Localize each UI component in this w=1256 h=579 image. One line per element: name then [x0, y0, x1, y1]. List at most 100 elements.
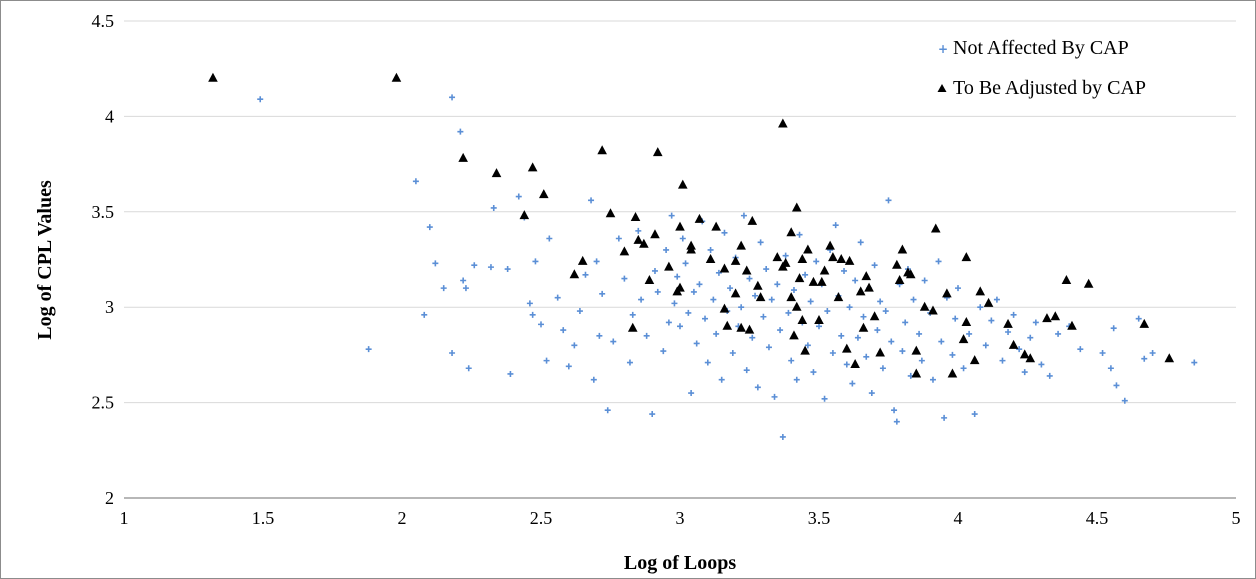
point-not-affected: [1046, 372, 1053, 379]
point-not-affected: [1021, 369, 1028, 376]
point-not-affected: [1121, 397, 1128, 404]
point-not-affected: [949, 351, 956, 358]
point-not-affected: [412, 178, 419, 185]
point-not-affected: [532, 258, 539, 265]
point-not-affected: [704, 359, 711, 366]
point-adjusted: [736, 240, 746, 250]
point-adjusted: [816, 276, 827, 286]
point-not-affected: [765, 344, 772, 351]
point-not-affected: [682, 260, 689, 267]
point-not-affected: [921, 277, 928, 284]
legend: + Not Affected By CAP To Be Adjusted by …: [937, 37, 1146, 99]
point-adjusted: [828, 252, 838, 262]
point-not-affected: [868, 390, 875, 397]
point-not-affected: [816, 323, 822, 330]
point-adjusted: [755, 292, 766, 302]
point-adjusted: [819, 265, 830, 275]
point-not-affected: [596, 332, 603, 339]
point-not-affected: [774, 281, 781, 288]
point-adjusted: [897, 244, 908, 254]
point-not-affected: [849, 380, 856, 387]
point-not-affected: [626, 359, 633, 366]
point-not-affected: [588, 197, 595, 204]
point-not-affected: [938, 338, 945, 345]
point-adjusted: [711, 221, 721, 231]
point-adjusted: [772, 252, 783, 262]
point-adjusted: [627, 322, 638, 332]
point-adjusted: [391, 72, 402, 82]
point-not-affected: [771, 393, 778, 400]
x-tick-label: 4: [954, 508, 963, 528]
point-adjusted: [797, 315, 808, 325]
point-not-affected: [576, 308, 583, 315]
point-not-affected: [899, 348, 906, 355]
point-not-affected: [790, 287, 797, 294]
point-not-affected: [507, 370, 514, 377]
point-not-affected: [710, 296, 717, 303]
point-not-affected: [779, 433, 786, 440]
point-not-affected: [802, 271, 809, 278]
point-adjusted: [855, 286, 866, 296]
legend-label-adjusted: To Be Adjusted by CAP: [953, 77, 1146, 99]
point-not-affected: [529, 311, 536, 318]
point-adjusted: [958, 334, 969, 344]
point-adjusted: [861, 271, 872, 281]
point-not-affected: [515, 193, 522, 200]
point-not-affected: [888, 338, 895, 345]
point-not-affected: [1038, 361, 1045, 368]
point-not-affected: [863, 353, 870, 360]
point-adjusted: [644, 274, 655, 284]
point-not-affected: [854, 334, 861, 341]
point-not-affected: [615, 235, 622, 242]
point-adjusted: [800, 345, 810, 355]
point-not-affected: [1099, 349, 1106, 356]
point-adjusted: [844, 255, 855, 265]
point-not-affected: [977, 304, 984, 311]
y-tick-label: 2.5: [92, 393, 115, 413]
point-adjusted: [864, 282, 874, 292]
point-not-affected: [526, 300, 533, 307]
point-adjusted: [786, 292, 796, 302]
point-not-affected: [754, 384, 761, 391]
point-not-affected: [582, 271, 589, 278]
point-not-affected: [852, 277, 859, 284]
point-adjusted: [778, 118, 788, 128]
point-adjusted: [519, 210, 530, 220]
point-not-affected: [643, 332, 650, 339]
point-not-affected: [1005, 329, 1012, 336]
point-not-affected: [821, 395, 828, 402]
point-not-affected: [785, 309, 792, 316]
point-not-affected: [565, 363, 572, 370]
point-not-affected: [813, 258, 820, 265]
point-adjusted: [1083, 278, 1094, 288]
point-adjusted: [825, 240, 835, 250]
point-adjusted: [969, 355, 980, 365]
point-not-affected: [843, 361, 850, 368]
point-adjusted: [630, 212, 641, 222]
point-adjusted: [1139, 318, 1150, 328]
tick-labels: 2 2.5 3 3.5 4 4.5 1 1.5 2 2.5 3 3.5 4 4.5 5: [92, 11, 1241, 528]
point-adjusted: [942, 288, 952, 298]
point-adjusted: [911, 368, 922, 378]
point-not-affected: [857, 239, 864, 246]
point-adjusted: [961, 252, 972, 262]
point-adjusted: [694, 213, 705, 223]
point-not-affected: [635, 227, 642, 234]
point-not-affected: [426, 224, 433, 231]
point-adjusted: [491, 168, 502, 178]
point-not-affected: [1010, 311, 1017, 318]
point-adjusted: [1003, 318, 1013, 328]
point-not-affected: [846, 304, 853, 311]
y-tick-label: 4: [105, 106, 114, 126]
point-adjusted: [1042, 313, 1052, 323]
data-points: [208, 72, 1198, 440]
point-not-affected: [882, 308, 889, 315]
point-adjusted: [705, 254, 716, 263]
point-not-affected: [891, 407, 898, 414]
point-not-affected: [546, 235, 553, 242]
point-not-affected: [432, 260, 439, 267]
point-not-affected: [490, 204, 497, 211]
point-not-affected: [929, 376, 936, 383]
point-not-affected: [752, 292, 759, 299]
point-not-affected: [421, 311, 428, 318]
